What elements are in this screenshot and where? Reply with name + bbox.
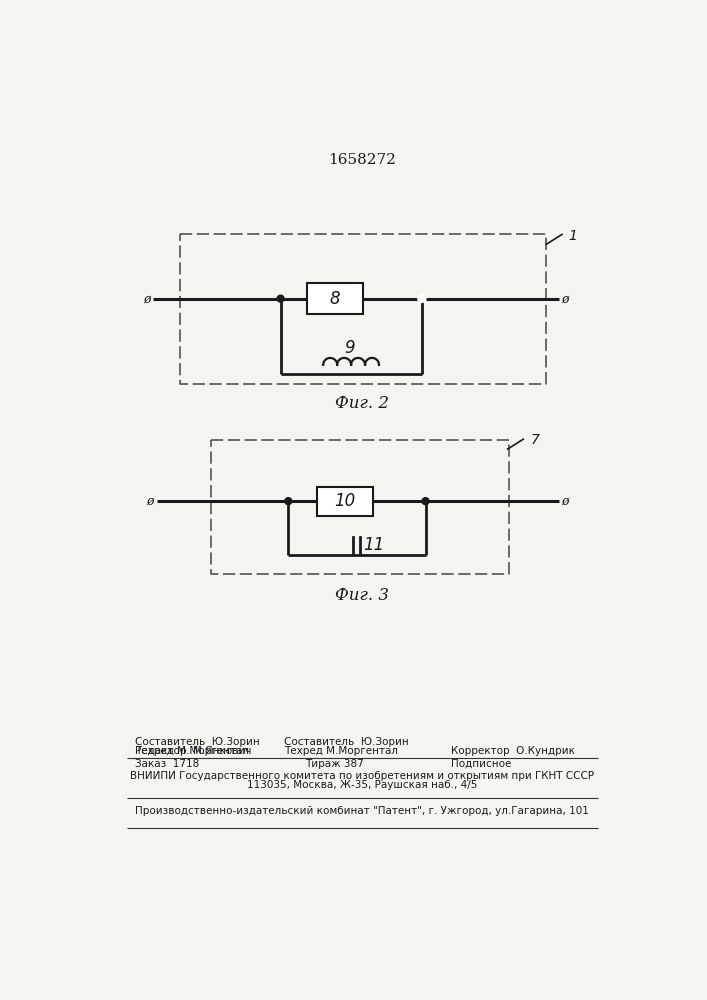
Bar bbox=[307, 283, 363, 314]
Text: Производственно-издательский комбинат "Патент", г. Ужгород, ул.Гагарина, 101: Производственно-издательский комбинат "П… bbox=[135, 806, 589, 816]
Circle shape bbox=[418, 295, 425, 302]
Text: Корректор  О.Кундрик: Корректор О.Кундрик bbox=[451, 746, 575, 756]
Text: Составитель  Ю.Зорин: Составитель Ю.Зорин bbox=[135, 737, 259, 747]
Text: 9: 9 bbox=[344, 339, 355, 357]
Text: Техред М.Моргентал: Техред М.Моргентал bbox=[135, 746, 249, 756]
Text: 1658272: 1658272 bbox=[328, 153, 396, 167]
Text: 10: 10 bbox=[334, 492, 356, 510]
Circle shape bbox=[422, 498, 429, 505]
Text: 113035, Москва, Ж-35, Раушская наб., 4/5: 113035, Москва, Ж-35, Раушская наб., 4/5 bbox=[247, 780, 477, 790]
Text: Фиг. 3: Фиг. 3 bbox=[335, 587, 389, 604]
Text: ø: ø bbox=[561, 495, 568, 508]
Text: Фиг. 2: Фиг. 2 bbox=[335, 395, 389, 412]
Circle shape bbox=[285, 498, 292, 505]
Circle shape bbox=[277, 295, 284, 302]
Bar bbox=[317, 487, 373, 516]
Text: 8: 8 bbox=[329, 290, 340, 308]
Text: Редактор  М.Янкович: Редактор М.Янкович bbox=[135, 746, 251, 756]
Text: Составитель  Ю.Зорин: Составитель Ю.Зорин bbox=[284, 737, 409, 747]
Text: 1: 1 bbox=[568, 229, 577, 242]
Text: 7: 7 bbox=[531, 433, 539, 447]
Text: ВНИИПИ Государственного комитета по изобретениям и открытиям при ГКНТ СССР: ВНИИПИ Государственного комитета по изоб… bbox=[130, 771, 594, 781]
Text: Подписное: Подписное bbox=[451, 759, 511, 769]
Text: ø: ø bbox=[561, 292, 568, 305]
Text: Техред М.Моргентал: Техред М.Моргентал bbox=[284, 746, 399, 756]
Text: ø: ø bbox=[143, 292, 151, 305]
Text: Заказ  1718: Заказ 1718 bbox=[135, 759, 199, 769]
Text: 11: 11 bbox=[363, 536, 384, 554]
Text: ø: ø bbox=[146, 495, 154, 508]
Text: Тираж 387: Тираж 387 bbox=[305, 759, 364, 769]
